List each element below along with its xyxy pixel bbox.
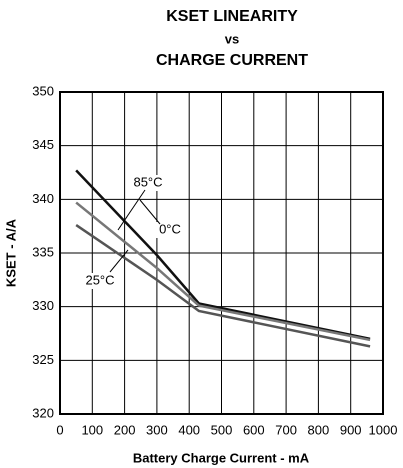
x-axis-label: Battery Charge Current - mA bbox=[133, 450, 310, 465]
y-tick-label: 345 bbox=[32, 137, 54, 152]
x-tick-label: 600 bbox=[243, 422, 265, 437]
y-tick-label: 350 bbox=[32, 83, 54, 98]
y-tick-label: 325 bbox=[32, 352, 54, 367]
x-tick-label: 0 bbox=[56, 422, 63, 437]
series-line bbox=[75, 201, 371, 342]
series-label: 0°C bbox=[159, 221, 181, 236]
x-tick-label: 500 bbox=[211, 422, 233, 437]
plot-frame bbox=[59, 91, 384, 415]
y-axis-label: KSET - A/A bbox=[3, 218, 18, 287]
x-tick-label: 900 bbox=[340, 422, 362, 437]
x-tick-label: 1000 bbox=[369, 422, 398, 437]
series-line bbox=[75, 224, 371, 348]
y-tick-label: 340 bbox=[32, 191, 54, 206]
label-bg bbox=[131, 175, 165, 191]
y-tick-label: 330 bbox=[32, 298, 54, 313]
x-tick-label: 700 bbox=[275, 422, 297, 437]
label-bg bbox=[83, 273, 117, 289]
series-label: 25°C bbox=[85, 272, 114, 287]
y-tick-label: 320 bbox=[32, 405, 54, 420]
label-leader bbox=[139, 199, 161, 225]
x-tick-label: 400 bbox=[178, 422, 200, 437]
chart-title: KSET LINEARITY bbox=[166, 8, 298, 25]
x-tick-label: 800 bbox=[308, 422, 330, 437]
label-leader bbox=[117, 189, 146, 231]
label-bg bbox=[153, 222, 187, 238]
x-tick-label: 100 bbox=[81, 422, 103, 437]
chart-title: CHARGE CURRENT bbox=[156, 52, 308, 69]
series-label: 85°C bbox=[133, 174, 162, 189]
chart-title: vs bbox=[225, 31, 239, 46]
x-tick-label: 300 bbox=[146, 422, 168, 437]
series-line bbox=[75, 169, 371, 341]
label-leader bbox=[109, 249, 129, 273]
x-tick-label: 200 bbox=[114, 422, 136, 437]
y-tick-label: 335 bbox=[32, 244, 54, 259]
